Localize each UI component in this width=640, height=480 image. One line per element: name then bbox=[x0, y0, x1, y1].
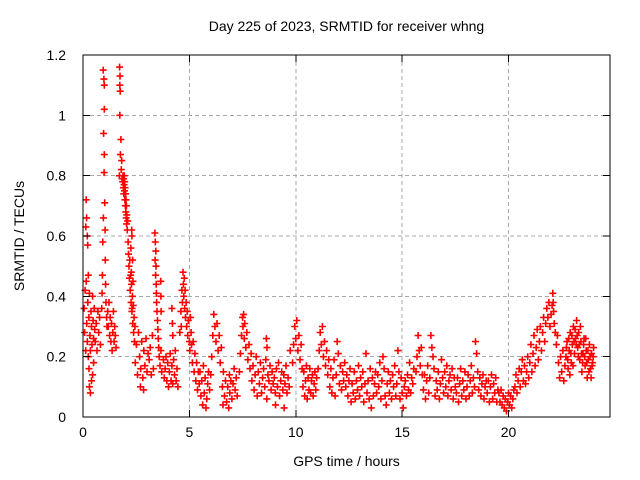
y-tick-labels: 0 0.2 0.4 0.6 0.8 1 1.2 bbox=[47, 47, 67, 425]
y-tick-label: 0.8 bbox=[47, 168, 67, 184]
x-tick-label: 0 bbox=[79, 424, 87, 440]
chart-title: Day 225 of 2023, SRMTID for receiver whn… bbox=[208, 18, 485, 34]
y-tick-label: 1.2 bbox=[47, 47, 67, 63]
x-tick-label: 5 bbox=[185, 424, 193, 440]
axis-ticks bbox=[82, 54, 610, 418]
y-tick-label: 0.2 bbox=[47, 349, 67, 365]
data-points bbox=[80, 63, 598, 415]
x-tick-labels: 0 5 10 15 20 bbox=[79, 424, 516, 440]
x-axis-label: GPS time / hours bbox=[293, 453, 400, 469]
y-axis-label: SRMTID / TECUs bbox=[11, 180, 27, 292]
x-tick-label: 10 bbox=[288, 424, 304, 440]
y-tick-label: 0.6 bbox=[47, 228, 67, 244]
y-tick-label: 0.4 bbox=[47, 288, 67, 304]
y-tick-label: 1 bbox=[58, 107, 66, 123]
x-tick-label: 15 bbox=[394, 424, 410, 440]
x-tick-label: 20 bbox=[501, 424, 517, 440]
y-tick-label: 0 bbox=[58, 409, 66, 425]
